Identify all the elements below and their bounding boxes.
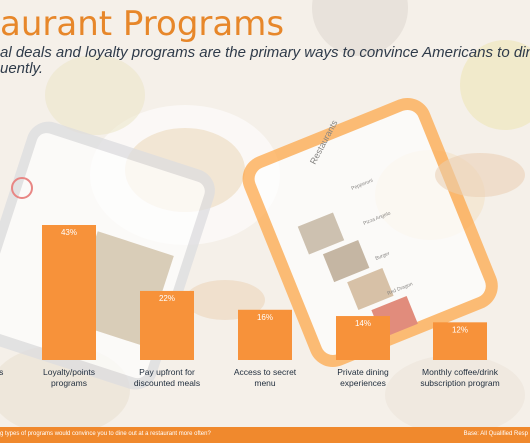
bar-4 <box>336 316 390 360</box>
bar-value-label-1: 43% <box>61 228 77 237</box>
phone-right: Restaurants Pepperoni Pizza Angelo Burge… <box>242 97 498 367</box>
phone-item-3: Burger <box>375 251 391 262</box>
category-label-2: Pay upfront for discounted meals <box>134 367 200 388</box>
bar-2 <box>140 290 194 360</box>
footer-base: Base: All Qualified Resp <box>463 431 528 437</box>
subtitle-line-2: uently. <box>0 60 44 77</box>
bar-1 <box>42 225 96 360</box>
category-label-5: Monthly coffee/drink subscription program <box>420 367 499 388</box>
category-label-3: Access to secret menu <box>234 367 297 388</box>
page-subtitle: al deals and loyalty programs are the pr… <box>0 45 530 77</box>
category-label-1: Loyalty/points programs <box>43 367 95 388</box>
footer-bar: g types of programs would convince you t… <box>0 427 530 443</box>
category-label-0: als <box>0 367 3 377</box>
page-title: aurant Programs <box>0 4 285 44</box>
bar-value-label-2: 22% <box>159 294 175 303</box>
footer-question: g types of programs would convince you t… <box>0 431 211 437</box>
category-label-4: Private dining experiences <box>337 367 389 388</box>
bar-value-label-3: 16% <box>257 313 273 322</box>
bar-value-label-5: 12% <box>452 325 468 334</box>
bar-3 <box>238 309 292 360</box>
bar-5 <box>433 322 487 360</box>
bar-value-label-4: 14% <box>355 319 371 328</box>
subtitle-line-1: al deals and loyalty programs are the pr… <box>0 44 530 61</box>
